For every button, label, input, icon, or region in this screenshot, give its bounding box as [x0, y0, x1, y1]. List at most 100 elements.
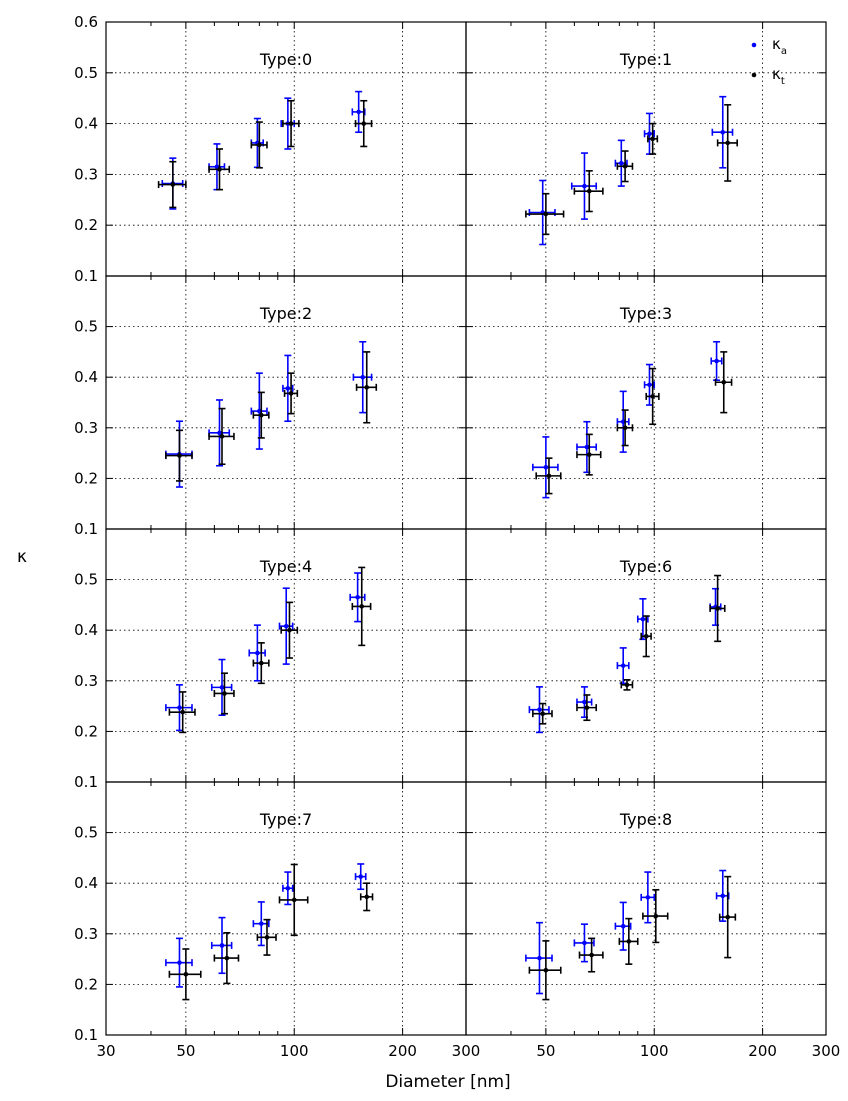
kappa-t-marker — [653, 913, 659, 919]
kappa-t-point — [714, 351, 733, 414]
x-tick-label: 300 — [452, 1042, 481, 1060]
x-tick-label: 50 — [536, 1042, 555, 1060]
x-tick-label: 300 — [812, 1042, 841, 1060]
y-tick-label: 0.3 — [74, 165, 98, 183]
kappa-a-marker — [584, 444, 590, 450]
kappa-a-point — [210, 916, 233, 975]
kappa-t-marker — [288, 121, 294, 126]
panel-title: Type:1 — [619, 50, 672, 69]
kappa-t-point — [165, 429, 193, 482]
y-tick-label: 0.3 — [74, 672, 98, 690]
y-tick-label: 0.4 — [74, 621, 98, 639]
panel-title: Type:0 — [259, 50, 312, 69]
kappa-t-point — [355, 351, 378, 424]
kappa-a-marker — [360, 374, 366, 380]
kappa-a-point — [250, 372, 268, 450]
legend-label-subscript: t — [781, 76, 785, 87]
panel-title: Type:2 — [259, 304, 312, 323]
kappa-t-point — [351, 566, 372, 647]
y-tick-label: 0.5 — [74, 64, 98, 82]
kappa-t-marker — [257, 142, 262, 148]
y-tick-label: 0.1 — [74, 267, 98, 285]
kappa-t-marker — [540, 711, 546, 716]
y-tick-label: 0.1 — [74, 1026, 98, 1044]
kappa-a-marker — [285, 386, 291, 391]
kappa-t-point — [573, 170, 604, 213]
kappa-t-marker — [626, 939, 632, 944]
kappa-a-marker — [285, 885, 291, 891]
legend: κa κt — [751, 35, 787, 87]
kappa-a-point — [710, 340, 723, 382]
kappa-t-point — [716, 104, 738, 182]
kappa-t-point — [354, 99, 373, 148]
kappa-a-marker — [255, 650, 260, 656]
panel-title: Type:4 — [259, 557, 312, 576]
kappa-t-point — [718, 875, 737, 959]
kappa-a-marker — [720, 893, 726, 899]
kappa-t-point — [359, 882, 374, 912]
kappa-t-point — [168, 691, 196, 734]
kappa-a-marker — [258, 921, 264, 926]
kappa-a-marker — [355, 595, 360, 600]
kappa-a-marker — [177, 705, 182, 710]
kappa-t-point — [532, 702, 553, 725]
legend-label: κt — [772, 65, 785, 87]
kappa-t-marker — [291, 897, 297, 903]
kappa-a-point — [525, 921, 553, 995]
kappa-a-point — [528, 179, 556, 246]
y-tick-label: 0.4 — [74, 874, 98, 892]
kappa-t-marker — [170, 182, 176, 187]
y-tick-label: 0.4 — [74, 368, 98, 386]
kappa-a-marker — [356, 109, 361, 115]
kappa-a-marker — [177, 960, 182, 965]
kappa-a-marker — [537, 707, 542, 712]
kappa-a-marker — [620, 923, 626, 929]
y-tick-label: 0.1 — [74, 773, 98, 791]
kappa-t-point — [709, 574, 726, 643]
ticks-layer: 0.1 0.2 0.3 0.4 0.5 0.6 0.1 0.2 0.3 0.4 0.5 0.1 0.2 0… — [74, 13, 840, 1060]
kappa-t-marker — [217, 167, 222, 172]
x-tick-label: 30 — [96, 1042, 115, 1060]
kappa-a-point — [352, 340, 373, 414]
kappa-t-point — [283, 372, 299, 415]
kappa-t-point — [256, 918, 277, 956]
y-tick-label: 0.3 — [74, 419, 98, 437]
kappa-t-marker — [624, 682, 630, 688]
kappa-t-point — [208, 148, 231, 191]
kappa-a-marker — [537, 955, 542, 961]
titles-layer: Type:0 Type:1 Type:2 Type:3 Type:4 Type:6 Type… — [259, 50, 672, 829]
legend-marker — [751, 42, 757, 48]
kappa-t-point — [576, 433, 602, 476]
y-tick-label: 0.2 — [74, 469, 98, 487]
kappa-t-point — [168, 948, 202, 1001]
y-tick-label: 0.2 — [74, 216, 98, 234]
kappa-t-marker — [622, 425, 628, 431]
kappa-t-marker — [725, 140, 731, 146]
kappa-t-point — [278, 863, 309, 937]
y-tick-label: 0.6 — [74, 13, 98, 31]
y-tick-label: 0.5 — [74, 571, 98, 589]
kappa-a-point — [250, 117, 265, 169]
kappa-t-point — [252, 391, 270, 439]
kappa-a-marker — [219, 943, 225, 948]
kappa-a-point — [570, 152, 598, 220]
kappa-a-point — [208, 399, 231, 467]
kappa-a-point — [616, 647, 630, 685]
kappa-t-point — [250, 121, 268, 169]
kappa-t-point — [157, 160, 187, 209]
kappa-a-marker — [714, 358, 719, 364]
kappa-t-point — [618, 917, 639, 965]
kappa-t-marker — [361, 121, 367, 126]
kappa-a-point — [576, 420, 598, 474]
kappa-t-marker — [650, 394, 655, 399]
kappa-t-marker — [643, 633, 649, 639]
kappa-t-marker — [222, 691, 227, 696]
kappa-a-marker — [217, 430, 222, 436]
kappa-t-point — [616, 409, 634, 447]
kappa-t-point — [640, 615, 652, 658]
kappa-t-marker — [725, 914, 731, 920]
kappa-t-marker — [546, 473, 552, 479]
kappa-a-point — [248, 624, 266, 682]
x-tick-label: 200 — [748, 1042, 777, 1060]
kappa-a-point — [354, 863, 367, 891]
